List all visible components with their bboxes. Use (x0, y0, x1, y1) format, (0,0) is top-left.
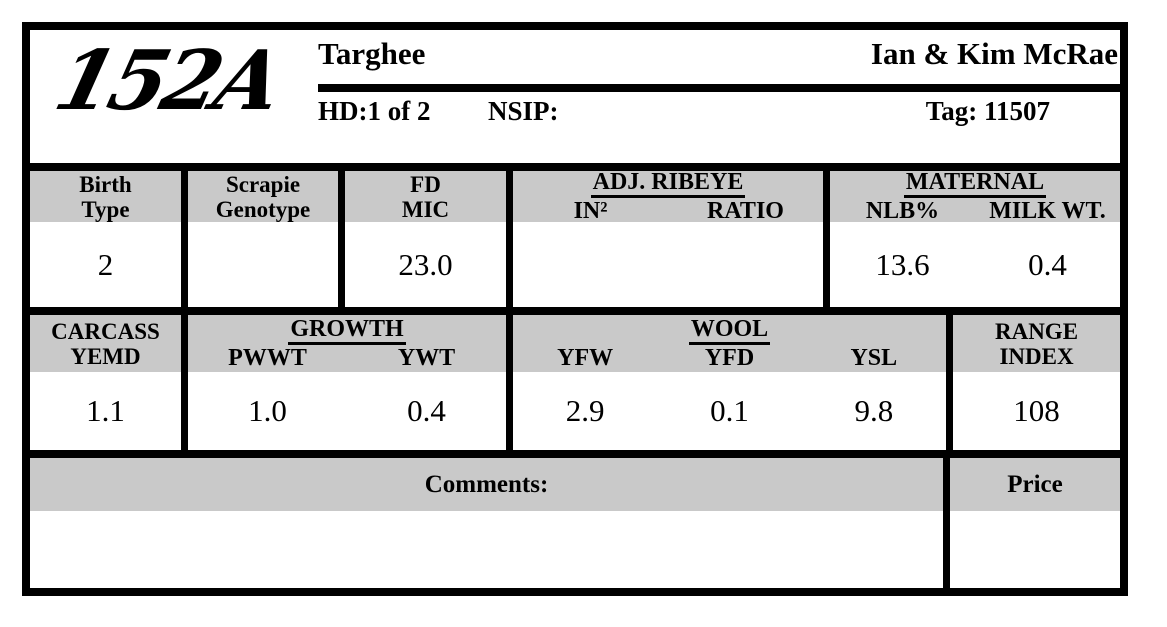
maternal-cell: MATERNAL NLB% MILK WT. 13.6 0.4 (830, 170, 1120, 307)
carcass-yemd-cell: CARCASS YEMD 1.1 (30, 315, 188, 450)
growth-values: 1.0 0.4 (188, 372, 506, 450)
birth-type-header: Birth Type (30, 171, 181, 222)
fd-mic-cell: FD MIC 23.0 (345, 171, 513, 307)
adj-ribeye-header: ADJ. RIBEYE IN² RATIO (513, 170, 823, 224)
maternal-nlb-label: NLB% (865, 197, 940, 224)
animal-id: 152A (46, 33, 289, 129)
birth-type-cell: Birth Type 2 (30, 171, 188, 307)
maternal-values: 13.6 0.4 (830, 222, 1120, 307)
maternal-nlb-value: 13.6 (875, 246, 930, 282)
price-header: Price (950, 458, 1120, 511)
birth-type-label-2: Type (81, 196, 130, 222)
growth-header: GROWTH PWWT YWT (188, 315, 506, 372)
card-header: 152A Targhee Ian & Kim McRae HD:1 of 2 N… (30, 30, 1120, 163)
tag-number: Tag: 11507 (925, 96, 1050, 126)
birth-type-label-1: Birth (79, 171, 132, 197)
comments-header: Comments: (30, 458, 943, 511)
hd-count: HD:1 of 2 (318, 96, 431, 126)
adj-ribeye-group-label: ADJ. RIBEYE (590, 170, 746, 198)
stats-row-2: CARCASS YEMD 1.1 GROWTH PWWT YWT 1.0 0.4 (30, 307, 1120, 450)
wool-values: 2.9 0.1 9.8 (513, 372, 946, 450)
scrapie-header: Scrapie Genotype (188, 171, 338, 222)
comments-cell: Comments: (30, 458, 950, 588)
maternal-milkwt-value: 0.4 (1028, 246, 1067, 282)
range-index-label-2: INDEX (999, 343, 1074, 369)
adj-ribeye-values (513, 222, 823, 307)
fd-mic-value: 23.0 (398, 246, 453, 282)
carcass-label-1: CARCASS (51, 318, 160, 344)
breed-name: Targhee (318, 36, 426, 71)
comments-label: Comments: (424, 470, 549, 498)
wool-ysl-label: YSL (850, 344, 898, 371)
header-divider (318, 84, 1120, 92)
sale-card: 152A Targhee Ian & Kim McRae HD:1 of 2 N… (22, 22, 1128, 596)
carcass-header: CARCASS YEMD (30, 315, 181, 372)
adj-ribeye-ratio-label: RATIO (707, 197, 784, 224)
fd-mic-label-2: MIC (401, 196, 450, 222)
price-label: Price (1007, 470, 1063, 498)
birth-type-value: 2 (97, 246, 114, 282)
wool-yfw-value: 2.9 (565, 393, 605, 428)
stats-row-1: Birth Type 2 Scrapie Genotype FD MIC 23.… (30, 163, 1120, 307)
range-index-header: RANGE INDEX (953, 315, 1120, 372)
wool-yfw-label: YFW (557, 344, 614, 371)
growth-cell: GROWTH PWWT YWT 1.0 0.4 (188, 315, 513, 450)
growth-ywt-label: YWT (397, 344, 456, 371)
growth-ywt-value: 0.4 (407, 393, 446, 428)
growth-pwwt-value: 1.0 (248, 393, 287, 428)
maternal-header: MATERNAL NLB% MILK WT. (830, 170, 1120, 224)
carcass-label-2: YEMD (70, 343, 141, 369)
wool-cell: WOOL YFW YFD YSL 2.9 0.1 9.8 (513, 315, 953, 450)
comments-value (30, 511, 943, 588)
price-cell: Price (950, 458, 1120, 588)
scrapie-label-1: Scrapie (225, 171, 301, 197)
range-index-value: 108 (1013, 393, 1060, 428)
wool-yfd-label: YFD (704, 344, 755, 371)
range-index-label-1: RANGE (994, 318, 1079, 344)
fd-mic-label-1: FD (410, 171, 441, 197)
range-index-cell: RANGE INDEX 108 (953, 315, 1120, 450)
carcass-value: 1.1 (86, 393, 125, 428)
wool-header: WOOL YFW YFD YSL (513, 315, 946, 372)
adj-ribeye-in2-label: IN² (573, 197, 608, 224)
scrapie-value (188, 222, 338, 307)
growth-pwwt-label: PWWT (228, 344, 307, 371)
fd-mic-header: FD MIC (345, 171, 506, 222)
price-value (950, 511, 1120, 588)
footer-row: Comments: Price (30, 450, 1120, 588)
wool-yfd-value: 0.1 (710, 393, 749, 428)
nsip-label: NSIP: (488, 96, 559, 126)
maternal-milkwt-label: MILK WT. (989, 197, 1106, 224)
wool-group-label: WOOL (688, 317, 771, 345)
growth-group-label: GROWTH (288, 317, 406, 345)
maternal-group-label: MATERNAL (903, 170, 1047, 198)
wool-ysl-value: 9.8 (854, 393, 894, 428)
adj-ribeye-cell: ADJ. RIBEYE IN² RATIO (513, 170, 830, 307)
scrapie-label-2: Genotype (215, 196, 311, 222)
scrapie-genotype-cell: Scrapie Genotype (188, 171, 345, 307)
owner-name: Ian & Kim McRae (870, 36, 1118, 71)
